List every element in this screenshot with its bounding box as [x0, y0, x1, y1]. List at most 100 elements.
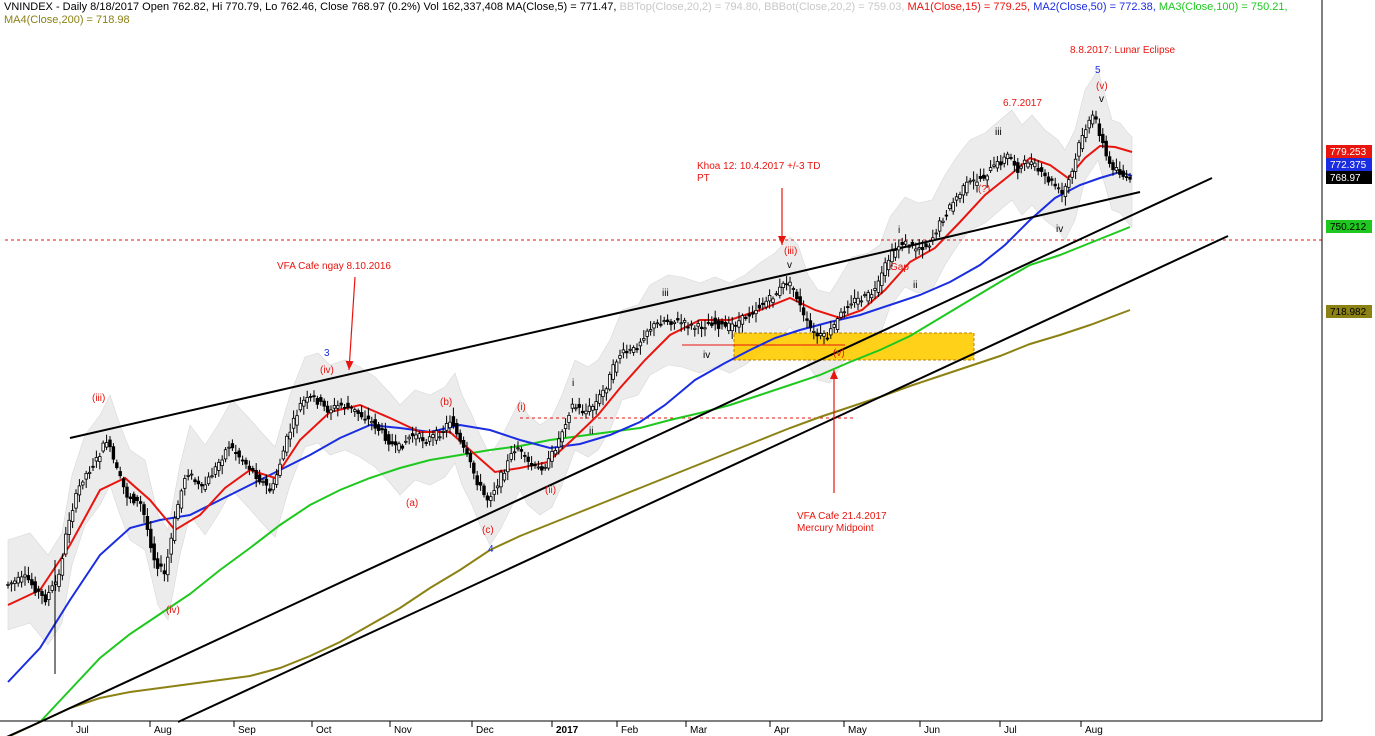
candle-body — [737, 320, 741, 328]
candle — [550, 445, 554, 468]
candle-body — [591, 406, 595, 411]
candle — [1097, 118, 1102, 142]
candle — [312, 390, 316, 402]
candle-body — [104, 442, 109, 448]
candle-body — [1029, 161, 1034, 165]
candle-body — [682, 320, 687, 323]
candle-body — [183, 478, 187, 489]
candle — [302, 396, 306, 415]
candle-body — [706, 322, 711, 324]
candle — [699, 321, 704, 338]
price-label-bg — [1326, 220, 1372, 233]
candle — [353, 407, 357, 417]
candle-body — [251, 467, 255, 471]
candle — [478, 473, 483, 491]
candle-body — [822, 332, 826, 337]
arrow-vfa-oct-head — [345, 360, 354, 370]
trend-lines — [6, 177, 1229, 736]
x-axis: Jul Aug Sep Oct Nov Dec 2017 Feb Mar Apr May Jun Jul… — [0, 0, 1323, 736]
candle — [305, 390, 309, 409]
candle-body — [907, 245, 911, 248]
candle-body — [468, 452, 473, 463]
candle-body — [210, 475, 214, 478]
candle-body — [366, 415, 371, 420]
candle-body — [254, 469, 258, 479]
candle — [988, 160, 993, 173]
candle-body — [1104, 140, 1108, 157]
candle-body — [536, 466, 541, 469]
candle-body — [903, 240, 908, 245]
candle — [410, 426, 415, 443]
candle — [859, 295, 864, 307]
annotation-red: (iv) — [166, 605, 180, 616]
candle — [183, 474, 187, 496]
candle-body — [900, 241, 904, 246]
candle-body — [186, 474, 190, 477]
candle-body — [988, 167, 993, 172]
candle — [710, 316, 714, 328]
candle — [84, 470, 88, 488]
candle — [693, 325, 697, 337]
candle-body — [47, 592, 51, 600]
candle — [342, 404, 347, 415]
candle-body — [74, 492, 78, 509]
candle — [825, 332, 830, 341]
candle — [1073, 153, 1078, 180]
candle-body — [98, 456, 102, 463]
candle-body — [971, 179, 976, 182]
candle — [665, 314, 670, 325]
annotation-red: (i) — [517, 402, 526, 413]
candle-body — [648, 329, 653, 332]
candle-body — [750, 312, 755, 315]
price-label-text: 718.982 — [1330, 307, 1367, 318]
candle — [628, 344, 632, 355]
candle-body — [635, 348, 639, 351]
candle — [274, 468, 279, 488]
candle — [659, 315, 663, 328]
candle-body — [767, 294, 772, 302]
candle — [1107, 151, 1112, 168]
candle-body — [608, 373, 612, 390]
candle — [839, 308, 843, 320]
candle-body — [1080, 134, 1085, 150]
trend-upper-wedge — [69, 271, 799, 439]
candle-body — [274, 474, 279, 485]
candle — [291, 410, 296, 438]
candle — [16, 571, 20, 587]
price-labels: 779.253 772.375 768.97 750.212 718.982 — [1326, 145, 1372, 318]
candle — [1067, 175, 1071, 194]
candle-body — [601, 389, 605, 397]
annotation-blue: 3 — [324, 348, 330, 359]
candle — [1039, 163, 1044, 177]
candle-body — [594, 401, 598, 411]
candle — [26, 566, 31, 584]
candle-body — [482, 485, 486, 496]
candle-body — [757, 304, 762, 309]
candle — [941, 217, 945, 227]
candle-body — [533, 463, 537, 467]
candle — [1063, 183, 1068, 206]
annotation-red: (ii) — [545, 485, 556, 496]
candle — [703, 320, 707, 337]
candle — [74, 489, 78, 513]
price-label-bg — [1326, 145, 1372, 158]
candle-body — [604, 388, 609, 394]
annotation-red: (v) — [1096, 81, 1108, 92]
candles — [6, 110, 1132, 674]
candle-body — [1121, 170, 1125, 177]
candle — [584, 403, 588, 419]
candle-body — [19, 576, 24, 583]
candle-body — [87, 471, 92, 474]
candle — [322, 398, 326, 412]
candle-body — [40, 591, 44, 596]
trend-channel-start — [6, 721, 41, 736]
candle-body — [9, 582, 14, 585]
candle — [455, 418, 459, 437]
candle — [1077, 139, 1081, 162]
candle — [227, 441, 231, 457]
candle-body — [329, 409, 333, 414]
candle — [713, 310, 717, 331]
candle-body — [1005, 153, 1010, 159]
candle — [767, 289, 772, 309]
candle — [81, 480, 85, 490]
